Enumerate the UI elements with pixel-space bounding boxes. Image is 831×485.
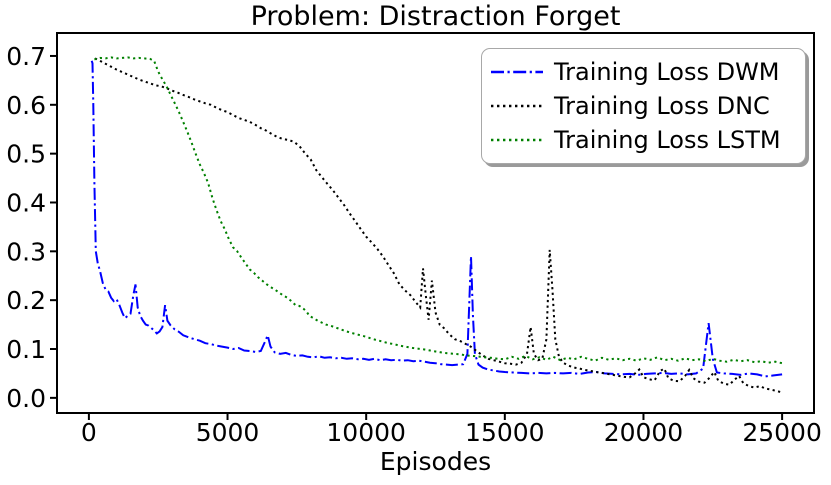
x-tick-label: 20000: [604, 418, 684, 447]
series-training-loss-lstm: [94, 56, 783, 365]
x-tick-label: 5000: [196, 418, 260, 447]
y-tick-label: 0.2: [6, 286, 46, 315]
dashdot-line-icon: [491, 70, 543, 74]
legend: Training Loss DWM Training Loss DNC Trai…: [481, 48, 806, 164]
y-tick-label: 0.4: [6, 188, 46, 217]
x-axis-label: Episodes: [379, 447, 492, 476]
y-tick-label: 0.3: [6, 237, 46, 266]
x-tick-label: 15000: [465, 418, 545, 447]
legend-label-dwm: Training Loss DWM: [554, 58, 780, 86]
legend-entry-dnc: Training Loss DNC: [482, 89, 805, 123]
legend-label-dnc: Training Loss DNC: [554, 92, 770, 120]
series-training-loss-dnc: [94, 57, 783, 394]
x-tick-label: 0: [81, 418, 97, 447]
chart-title: Problem: Distraction Forget: [250, 1, 621, 32]
y-tick-label: 0.1: [6, 335, 46, 364]
legend-entry-lstm: Training Loss LSTM: [482, 123, 805, 157]
y-tick-label: 0.5: [6, 140, 46, 169]
legend-label-lstm: Training Loss LSTM: [554, 126, 781, 154]
axes-frame: [56, 32, 815, 414]
legend-entry-dwm: Training Loss DWM: [482, 55, 805, 89]
dotted-line-icon: [491, 104, 543, 108]
y-tick-label: 0.7: [6, 42, 46, 71]
y-tick-label: 0.0: [6, 384, 46, 413]
x-tick-label: 25000: [742, 418, 822, 447]
x-tick-label: 10000: [326, 418, 406, 447]
dotted-line-icon: [491, 138, 543, 142]
y-tick-label: 0.6: [6, 91, 46, 120]
